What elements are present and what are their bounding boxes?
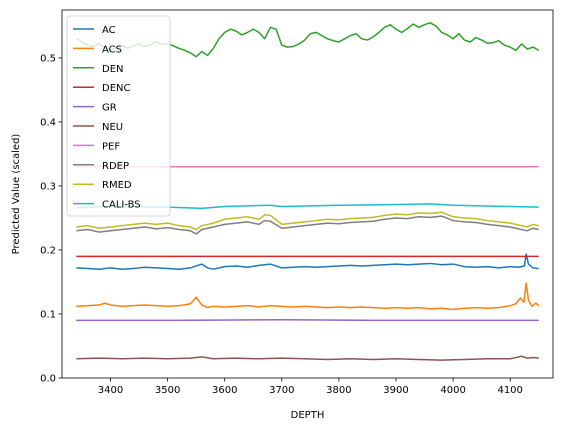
series-line-gr bbox=[76, 319, 539, 322]
x-tick-label: 3700 bbox=[269, 385, 294, 396]
y-tick-label: 0.3 bbox=[40, 182, 56, 193]
series-line-neu bbox=[76, 355, 539, 361]
legend-label: DENC bbox=[102, 83, 130, 94]
series-line-acs bbox=[76, 282, 540, 311]
x-axis: 3400 3500 3600 3700 3800 3900 4000 4100 bbox=[98, 378, 523, 396]
y-tick-label: 0.5 bbox=[40, 54, 56, 65]
legend-label: PEF bbox=[102, 141, 120, 152]
x-tick-label: 3900 bbox=[383, 385, 408, 396]
legend-label: RMED bbox=[102, 180, 132, 191]
legend-label: CALI-BS bbox=[102, 200, 141, 211]
series-line-ac bbox=[76, 253, 539, 270]
x-tick-label: 3400 bbox=[98, 385, 123, 396]
x-tick-label: 3600 bbox=[212, 385, 237, 396]
legend: AC ACS DEN DENC GR NEU PEF RDEP RMED CALI-BS bbox=[66, 15, 171, 217]
series-line-rdep bbox=[76, 215, 539, 235]
y-tick-label: 0.1 bbox=[40, 310, 56, 321]
y-tick-label: 0.0 bbox=[40, 374, 56, 385]
x-tick-label: 3500 bbox=[155, 385, 180, 396]
x-tick-label: 3800 bbox=[326, 385, 351, 396]
series-line-rmed bbox=[76, 211, 539, 231]
y-tick-label: 0.4 bbox=[40, 118, 56, 129]
legend-label: RDEP bbox=[102, 161, 129, 172]
legend-label: AC bbox=[102, 25, 116, 36]
x-tick-label: 4100 bbox=[497, 385, 522, 396]
x-axis-label: DEPTH bbox=[291, 410, 325, 421]
legend-label: NEU bbox=[102, 122, 123, 133]
legend-label: GR bbox=[102, 103, 117, 114]
legend-label: DEN bbox=[102, 64, 124, 75]
legend-box bbox=[66, 15, 171, 217]
y-axis-label: Predicted Value (scaled) bbox=[11, 134, 22, 255]
plot-frame bbox=[61, 9, 554, 379]
y-tick-label: 0.2 bbox=[40, 246, 56, 257]
legend-label: ACS bbox=[102, 44, 122, 55]
x-tick-label: 4000 bbox=[440, 385, 465, 396]
y-axis: 0.0 0.1 0.2 0.3 0.4 0.5 bbox=[40, 54, 62, 385]
